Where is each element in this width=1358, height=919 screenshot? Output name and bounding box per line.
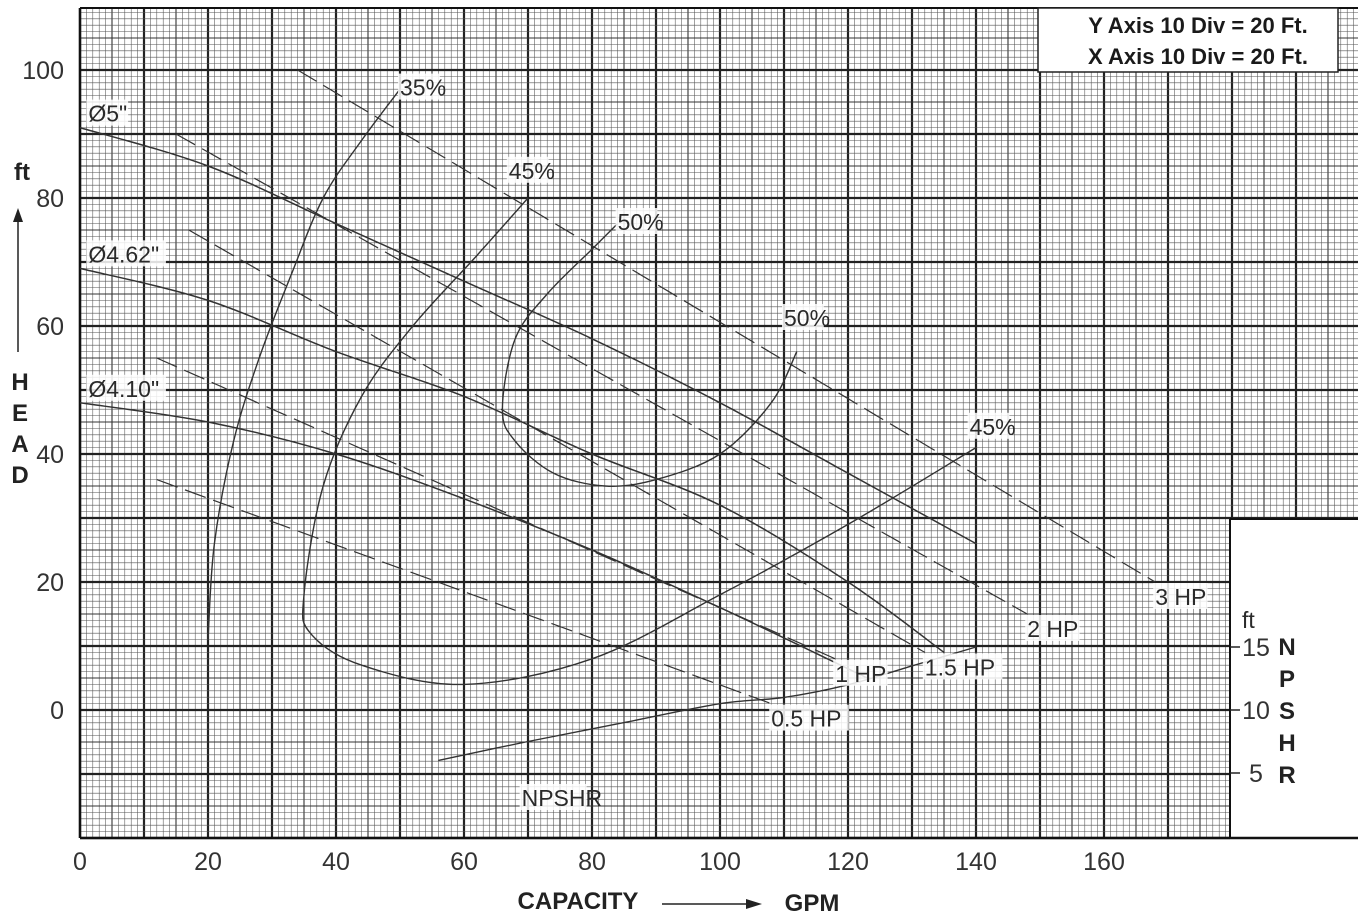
head-curve xyxy=(79,126,977,545)
power-line xyxy=(297,69,1156,583)
power-line-label-bg xyxy=(769,704,849,731)
head-curve-label: Ø5" xyxy=(88,101,127,127)
efficiency-label: 50% xyxy=(618,209,664,235)
y-axis-letter: A xyxy=(11,431,28,458)
y-axis-arrow xyxy=(13,208,23,352)
efficiency-label: 50% xyxy=(784,305,830,331)
efficiency-label: 45% xyxy=(970,414,1016,440)
x-tick-label: 20 xyxy=(194,848,222,876)
efficiency-curve xyxy=(501,223,798,487)
efficiency-label-bg xyxy=(615,208,658,234)
x-tick-label: 40 xyxy=(322,848,350,876)
npshr-letter: S xyxy=(1279,698,1295,725)
npshr-axis-label: NPSHR xyxy=(1278,634,1295,789)
npshr-tick-label: 15 xyxy=(1242,634,1270,662)
y-tick-label: 80 xyxy=(36,185,64,213)
curves xyxy=(79,69,1156,762)
efficiency-curve xyxy=(301,197,977,686)
head-curve-label-bg xyxy=(86,99,129,126)
efficiency-label-bg xyxy=(967,412,1010,439)
power-line-label-bg xyxy=(833,659,888,686)
efficiency-curve xyxy=(207,88,401,640)
npshr-tick-label: 10 xyxy=(1242,697,1270,725)
x-axis-label: CAPACITY xyxy=(518,888,639,915)
y-tick-label: 100 xyxy=(22,57,64,85)
y-axis-letter: E xyxy=(12,400,28,427)
power-line-label-bg xyxy=(922,653,1003,680)
scale-legend-box: Y Axis 10 Div = 20 Ft. X Axis 10 Div = 2… xyxy=(1037,7,1339,73)
y-axis-letter: H xyxy=(11,369,28,396)
y-tick-label: 0 xyxy=(50,697,64,725)
npshr-tick-label: 5 xyxy=(1249,760,1263,788)
npshr-curve-label-bg xyxy=(519,784,587,810)
efficiency-label: 35% xyxy=(400,75,446,101)
y-tick-label: 60 xyxy=(36,313,64,341)
power-line xyxy=(175,133,1028,615)
x-tick-label: 0 xyxy=(73,848,87,876)
x-tick-label: 80 xyxy=(578,848,606,876)
x-tick-label: 120 xyxy=(827,848,869,876)
x-axis-arrow xyxy=(662,899,762,909)
y-axis-unit: ft xyxy=(14,159,30,186)
npshr-letter: H xyxy=(1278,730,1295,757)
power-line xyxy=(188,229,926,653)
npshr-axis-unit: ft xyxy=(1242,607,1255,633)
head-curve-label-bg xyxy=(86,374,166,401)
y-tick-label: 40 xyxy=(36,441,64,469)
power-line xyxy=(156,479,772,705)
npshr-curve-label: NPSHR xyxy=(522,785,603,811)
power-line-label: 1.5 HP xyxy=(925,654,995,680)
x-axis-unit: GPM xyxy=(785,890,840,917)
head-curve-label: Ø4.62" xyxy=(88,241,159,267)
efficiency-label-bg xyxy=(782,304,824,330)
power-line xyxy=(156,357,836,660)
head-curve-label: Ø4.10" xyxy=(88,376,159,402)
x-tick-label: 140 xyxy=(955,848,997,876)
power-line-label-bg xyxy=(1153,583,1208,609)
power-line-label: 3 HP xyxy=(1155,584,1206,610)
npshr-curve xyxy=(438,646,977,762)
x-tick-label: 160 xyxy=(1083,848,1125,876)
npshr-letter: N xyxy=(1278,634,1295,661)
legend-y-scale: Y Axis 10 Div = 20 Ft. xyxy=(1088,13,1308,38)
power-line-label: 2 HP xyxy=(1027,616,1078,642)
npshr-letter: P xyxy=(1279,666,1295,693)
efficiency-label: 45% xyxy=(509,158,555,184)
x-tick-label: 60 xyxy=(450,848,478,876)
x-tick-label: 100 xyxy=(699,848,741,876)
y-tick-label: 20 xyxy=(36,569,64,597)
npshr-letter: R xyxy=(1278,762,1295,789)
efficiency-label-bg xyxy=(398,73,440,100)
head-curve-label-bg xyxy=(86,240,166,267)
power-line-label: 1 HP xyxy=(835,661,886,687)
power-line-label-bg xyxy=(1025,615,1080,641)
labels: 0 20 40 60 80 100 120 140 160 0 20 40 60 80 100 Ø5" Ø4.6… xyxy=(22,57,1208,876)
legend-x-scale: X Axis 10 Div = 20 Ft. xyxy=(1088,44,1308,69)
y-axis-letter: D xyxy=(11,462,28,489)
npshr-axis-ticks: 5 10 15 xyxy=(1230,634,1270,788)
power-line-label: 0.5 HP xyxy=(771,706,841,732)
efficiency-label-bg xyxy=(506,156,549,183)
grid xyxy=(78,7,1358,840)
